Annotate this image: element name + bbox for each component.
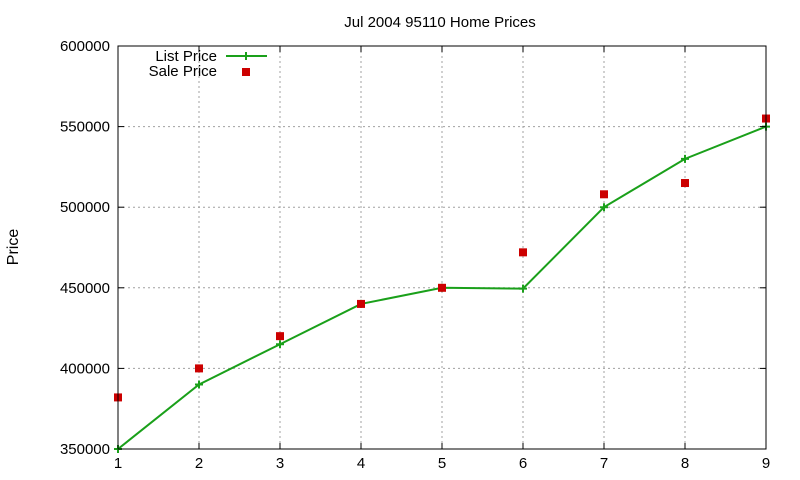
plot-series	[114, 114, 770, 453]
x-tick-label: 8	[681, 455, 689, 472]
y-tick-label: 500000	[60, 199, 110, 216]
x-tick-label: 4	[357, 455, 365, 472]
x-tick-label: 1	[114, 455, 122, 472]
y-tick-label: 450000	[60, 280, 110, 297]
data-point-sale-price	[357, 299, 365, 308]
y-tick-label: 600000	[60, 38, 110, 55]
y-tick-label: 350000	[60, 441, 110, 458]
data-point-sale-price	[438, 283, 446, 292]
data-point-sale-price	[600, 190, 608, 199]
legend-marker-list-price	[242, 52, 250, 60]
x-tick-label: 9	[762, 455, 770, 472]
data-point-sale-price	[519, 248, 527, 257]
x-tick-label: 3	[276, 455, 284, 472]
data-point-sale-price	[681, 179, 689, 188]
y-tick-label: 550000	[60, 119, 110, 136]
data-point-list-price	[195, 380, 203, 389]
x-tick-label: 5	[438, 455, 446, 472]
y-axis-label: Price	[5, 229, 22, 266]
data-point-list-price	[519, 284, 527, 293]
legend-label-sale-price: Sale Price	[149, 63, 217, 80]
grid	[118, 46, 766, 449]
axis-ticks: 1 2 3 4 5 6 7 8 9 350000 400000 450000 500000 550000 6…	[60, 38, 770, 472]
legend-label-list-price: List Price	[155, 48, 217, 65]
data-point-list-price	[600, 203, 608, 212]
legend-marker-sale-price	[242, 68, 250, 76]
chart-title: Jul 2004 95110 Home Prices	[344, 14, 536, 31]
data-point-list-price	[276, 340, 284, 349]
x-tick-label: 6	[519, 455, 527, 472]
data-point-sale-price	[276, 332, 284, 341]
y-tick-label: 400000	[60, 360, 110, 377]
data-point-list-price	[681, 154, 689, 163]
x-tick-label: 2	[195, 455, 203, 472]
legend: List Price Sale Price	[149, 48, 267, 80]
data-point-sale-price	[195, 364, 203, 373]
x-tick-label: 7	[600, 455, 608, 472]
